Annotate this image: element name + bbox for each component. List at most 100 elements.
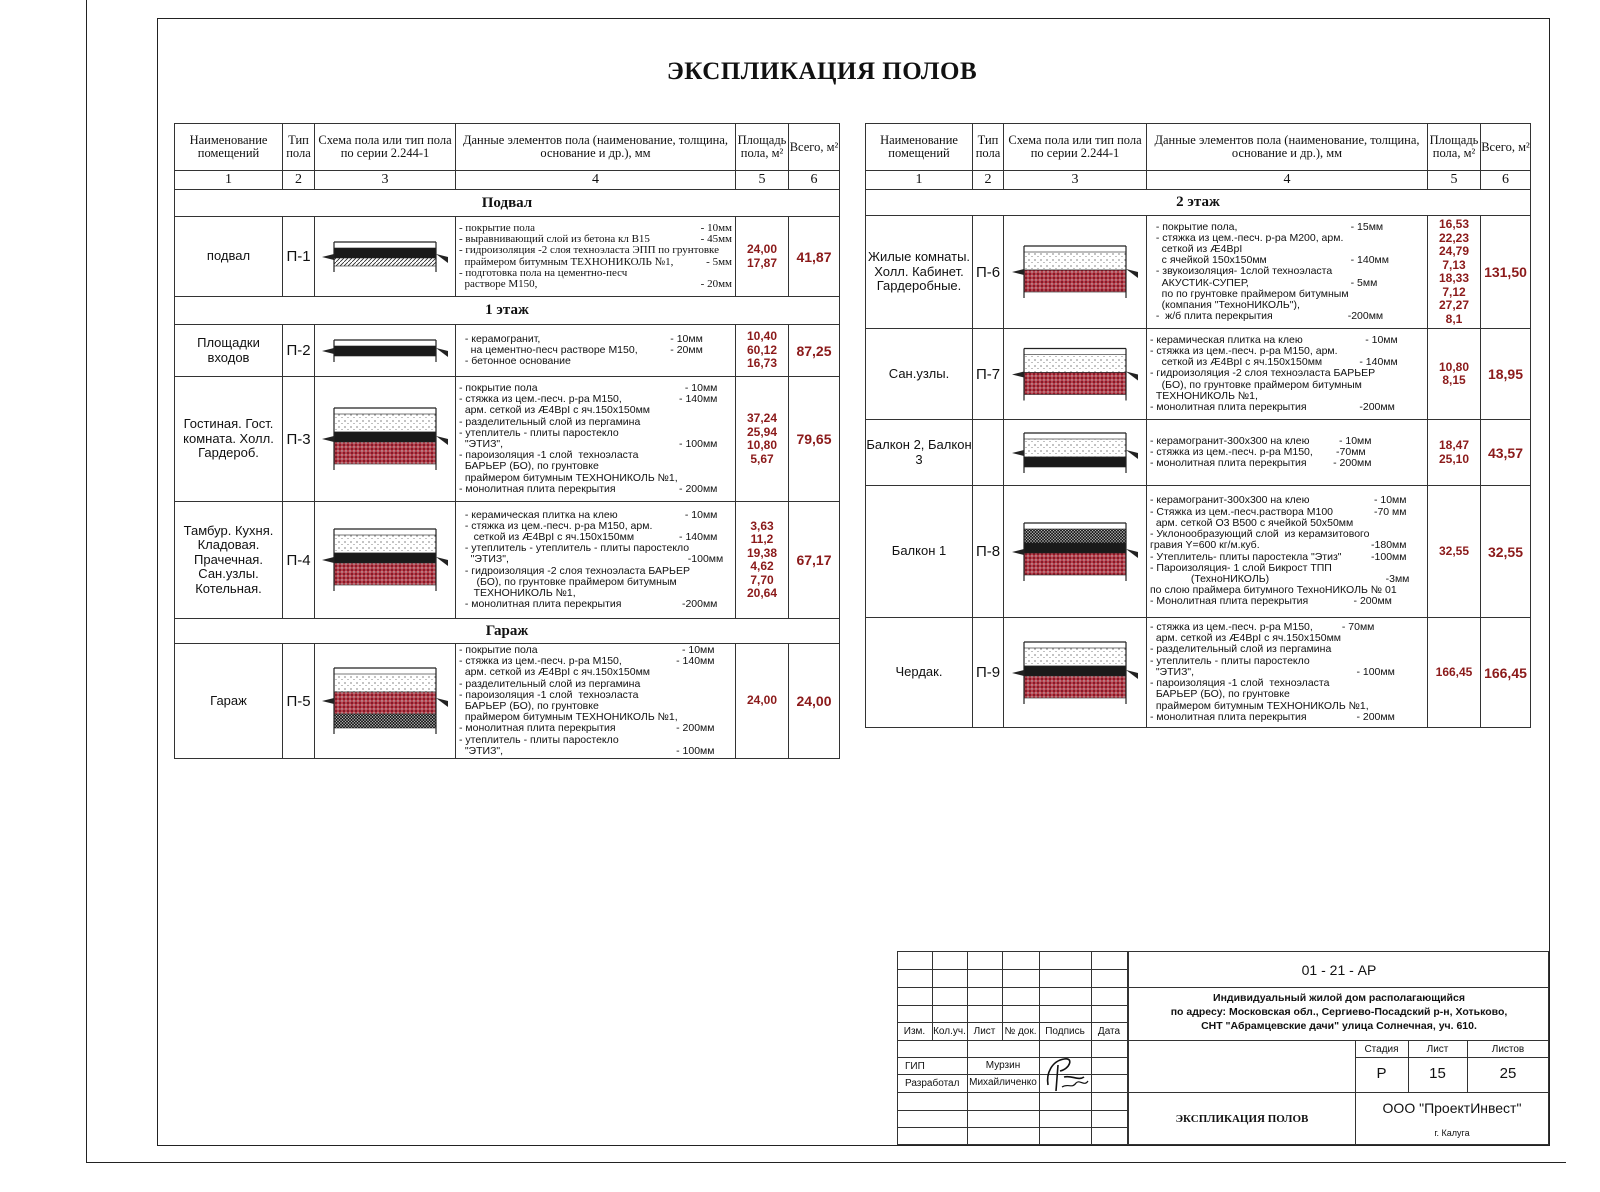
layer-line: БАРЬЕР (БО), по грунтовке xyxy=(1150,689,1424,700)
floor-type: П-3 xyxy=(282,376,315,502)
layer-thickness: - 200мм xyxy=(679,482,732,495)
floor-scheme-drawing xyxy=(1012,431,1138,473)
scheme-layer-dots xyxy=(1023,438,1127,457)
layer-name: - покрытие пола xyxy=(459,221,535,234)
layer-thickness: - 10мм xyxy=(684,508,732,521)
floor-areas: 24,00 17,87 xyxy=(735,216,789,297)
layer-line: сеткой из Æ4BpI xyxy=(1150,243,1424,255)
area-value: 16,73 xyxy=(746,356,778,371)
layer-line: - Стяжка из цем.-песч.раствора М100 -70 м… xyxy=(1150,506,1424,518)
header-row: Наименование помещений Тип пола Схема пола… xyxy=(865,123,1531,171)
layer-line: - бетонное основание xyxy=(459,355,732,367)
layer-name: - керамогранит, xyxy=(459,332,541,345)
floor-layers: - покрытие пола - 10мм - стяжка из цем.-п… xyxy=(455,376,736,502)
layer-line: "ЭТИЗ", - 100мм xyxy=(459,744,732,757)
section-row: 1 этаж xyxy=(174,296,840,325)
scheme-layer-black xyxy=(333,247,437,258)
layer-thickness: - 10мм xyxy=(1373,494,1424,507)
layer-line: с ячейкой 150х150мм - 140мм xyxy=(1150,254,1424,266)
layer-thickness: - 5мм xyxy=(1350,276,1424,289)
layer-line: - звукоизоляция- 1слой техноэласта xyxy=(1150,266,1424,277)
table-row: Чердак. П-9 - стяжка из цем.-песч. р-ра М1… xyxy=(865,617,1531,728)
floor-scheme-drawing xyxy=(322,667,448,734)
person-gip: Мурзин xyxy=(985,1060,1021,1071)
layer-name: праймером битумным ТЕХНОНИКОЛЬ №1, xyxy=(459,471,678,484)
layer-line: - Монолитная плита перекрытия - 200мм xyxy=(1150,596,1424,607)
break-line-icon xyxy=(1012,371,1024,377)
area-value: 7,12 xyxy=(1442,284,1466,299)
total-area: 18,95 xyxy=(1480,328,1531,420)
role-developer: Разработал xyxy=(905,1078,960,1089)
floor-scheme xyxy=(314,376,456,502)
section-heading: Гараж xyxy=(174,618,840,644)
column-header: Площадь пола, м² xyxy=(1427,123,1481,171)
column-header: Площадь пола, м² xyxy=(735,123,789,171)
table-row: Балкон 1 П-8 - керамогранит-300х300 на кле… xyxy=(865,485,1531,618)
layer-name: - утеплитель - плиты паростекло xyxy=(459,426,619,439)
layer-name: - разделительный слой из пергамина xyxy=(459,415,641,428)
layer-thickness: - 10мм xyxy=(1365,333,1424,346)
outer-border-left xyxy=(86,0,87,1163)
floor-type: П-6 xyxy=(972,215,1004,329)
layer-name: арм. сеткой из Æ4BpI с яч.150х150мм xyxy=(1150,632,1342,645)
floor-scheme xyxy=(314,324,456,377)
table-row: Жилые комнаты. Холл. Кабинет. Гардеробны… xyxy=(865,215,1531,329)
floor-areas: 18,47 25,10 xyxy=(1427,419,1481,486)
floor-scheme-drawing xyxy=(1012,521,1138,581)
floor-areas: 166,45 xyxy=(1427,617,1481,728)
scheme-layer-black xyxy=(333,345,437,356)
layer-thickness: - 10мм xyxy=(684,381,732,394)
layer-thickness: - 140мм xyxy=(679,393,732,406)
project-code: 01 - 21 - АР xyxy=(1301,962,1377,978)
layer-line: - керамогранит, - 10мм xyxy=(459,332,732,345)
layer-line: - керамическая плитка на клею - 10мм xyxy=(459,508,732,521)
break-line-icon xyxy=(1012,269,1024,275)
layer-line: ТЕХНОНИКОЛЬ №1, xyxy=(1150,390,1424,402)
layer-thickness: -70мм xyxy=(1336,445,1424,458)
col-quantity: Кол.уч. xyxy=(933,1026,966,1037)
layer-thickness: - 5мм xyxy=(706,255,732,268)
floor-areas: 10,40 60,12 16,73 xyxy=(735,324,789,377)
column-number: 4 xyxy=(1146,170,1428,190)
layer-thickness: - 20мм xyxy=(670,343,732,356)
layer-line: сеткой из Æ4BpI с яч.150х150мм - 140мм xyxy=(459,530,732,543)
layer-name: - монолитная плита перекрытия xyxy=(459,482,616,495)
floor-scheme-drawing xyxy=(1012,245,1138,298)
col-signature: Подпись xyxy=(1045,1026,1085,1037)
layer-name: - Утеплитель- плиты паростекла "Этиз" xyxy=(1150,550,1342,563)
sheet-title: ЭКСПЛИКАЦИЯ ПОЛОВ xyxy=(1175,1113,1309,1125)
floor-type: П-2 xyxy=(282,324,315,377)
total-area: 87,25 xyxy=(788,324,840,377)
area-value: 22,23 xyxy=(1438,230,1470,245)
layer-line: - монолитная плита перекрытия - 200мм xyxy=(1150,710,1424,723)
scheme-layer-black xyxy=(1023,542,1127,553)
total-area: 32,55 xyxy=(1480,485,1531,618)
layer-line: - Утеплитель- плиты паростекла "Этиз" -10… xyxy=(1150,550,1424,563)
layer-thickness: - 200мм xyxy=(1356,710,1424,723)
layer-thickness: -100мм xyxy=(1371,550,1424,563)
layer-name: - керамическая плитка на клею xyxy=(459,508,618,521)
area-value: 11,2 xyxy=(750,532,774,546)
layer-name: - покрытие пола, xyxy=(1150,220,1238,233)
layer-thickness: - 100мм xyxy=(676,744,732,757)
header-row: Наименование помещений Тип пола Схема пола… xyxy=(174,123,840,171)
floor-areas: 32,55 xyxy=(1427,485,1481,618)
layer-name: сеткой из Æ4BpI с яч.150х150мм xyxy=(459,530,635,543)
section-row: 2 этаж xyxy=(865,189,1531,216)
layer-name: ТЕХНОНИКОЛЬ №1, xyxy=(459,587,576,599)
column-header: Тип пола xyxy=(972,123,1004,171)
layer-name: - гидроизоляция -2 слоя техноэласта ЭПП … xyxy=(459,244,719,257)
layer-line: - подготовка пола на цементно-песч xyxy=(459,267,732,279)
layer-name: - стяжка из цем.-песч. р-ра М150, арм. xyxy=(1150,344,1338,357)
layer-thickness: - 45мм xyxy=(700,233,732,246)
break-line-icon xyxy=(436,253,448,263)
layer-line: по слою праймера битумного ТехноНИКОЛЬ №… xyxy=(1150,584,1424,596)
floor-type xyxy=(972,419,1004,486)
layer-line: - керамическая плитка на клею - 10мм xyxy=(1150,333,1424,346)
layer-line: - стяжка из цем.-песч. р-ра М150, арм. xyxy=(459,520,732,532)
room-names: Балкон 1 xyxy=(865,485,973,618)
scheme-layer-red xyxy=(333,691,437,715)
area-value: 3,63 xyxy=(750,518,774,533)
scheme-layer-grid xyxy=(1023,528,1127,543)
